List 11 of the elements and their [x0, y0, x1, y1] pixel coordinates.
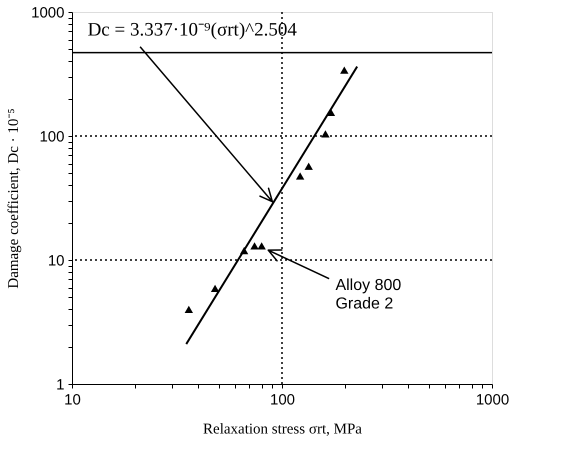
- x-tick-label: 10: [64, 392, 81, 408]
- y-tick-label: 1: [56, 376, 64, 394]
- y-axis-title: Damage coefficient, Dc · 10⁻⁵: [6, 108, 22, 289]
- annotation: Alloy 800 Grade 2: [335, 276, 402, 312]
- y-tick-label: 10: [48, 252, 64, 270]
- x-axis-title: Relaxation stress σrt, MPa: [203, 422, 362, 438]
- y-tick-label: 100: [39, 128, 64, 146]
- y-tick-label: 1000: [31, 4, 64, 22]
- annotation: Dc = 3.337·10⁻⁹(σrt)^2.504: [88, 19, 298, 40]
- x-tick-label: 1000: [476, 392, 510, 408]
- x-tick-label: 100: [270, 392, 296, 408]
